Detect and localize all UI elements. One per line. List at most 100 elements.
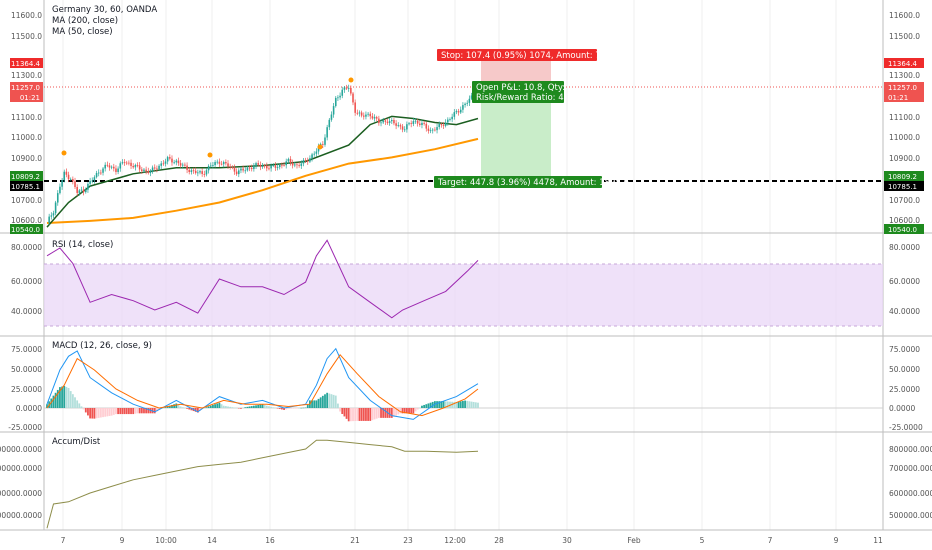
candle-body[interactable]: [367, 113, 369, 115]
candle-body[interactable]: [341, 89, 344, 96]
candle-body[interactable]: [138, 165, 141, 170]
candle-body[interactable]: [205, 170, 208, 175]
candle-body[interactable]: [87, 183, 89, 190]
ma200-legend[interactable]: MA (200, close): [52, 16, 118, 26]
candle-body[interactable]: [334, 97, 337, 107]
candle-body[interactable]: [246, 167, 249, 171]
accum-legend[interactable]: Accum/Dist: [52, 437, 101, 447]
candle-body[interactable]: [164, 161, 167, 164]
candle-body[interactable]: [84, 189, 87, 193]
candle-body[interactable]: [194, 170, 197, 174]
candle-body[interactable]: [130, 162, 132, 166]
candle-body[interactable]: [395, 123, 397, 126]
macd-signal-line[interactable]: [46, 353, 479, 417]
candle-body[interactable]: [378, 118, 380, 124]
candle-body[interactable]: [117, 168, 119, 172]
left-price-axis[interactable]: 11600.0 11500.0 11300.0 11100.0 11000.0 …: [0, 11, 42, 520]
accum-dist-line[interactable]: [46, 439, 479, 529]
candle-body[interactable]: [106, 164, 109, 166]
candle-body[interactable]: [225, 161, 227, 164]
candle-body[interactable]: [326, 127, 328, 138]
candle-body[interactable]: [289, 158, 292, 163]
candle-body[interactable]: [382, 120, 384, 123]
candle-body[interactable]: [332, 106, 335, 115]
candle-body[interactable]: [457, 111, 460, 113]
candle-body[interactable]: [76, 187, 78, 193]
candle-body[interactable]: [100, 172, 102, 174]
candle-body[interactable]: [386, 121, 389, 123]
candle-body[interactable]: [309, 158, 311, 162]
candle-body[interactable]: [233, 167, 236, 172]
candle-body[interactable]: [350, 87, 352, 94]
candle-body[interactable]: [343, 87, 346, 90]
candle-body[interactable]: [192, 170, 195, 172]
candle-body[interactable]: [240, 168, 242, 171]
candle-body[interactable]: [453, 112, 456, 117]
candle-body[interactable]: [347, 87, 350, 89]
candle-body[interactable]: [220, 163, 223, 165]
candle-body[interactable]: [263, 165, 266, 167]
candle-body[interactable]: [410, 123, 412, 125]
candle-body[interactable]: [48, 216, 50, 223]
candle-body[interactable]: [151, 167, 154, 172]
candle-body[interactable]: [337, 97, 339, 99]
candle-body[interactable]: [401, 126, 404, 130]
candle-body[interactable]: [188, 169, 191, 172]
candle-body[interactable]: [181, 164, 184, 166]
candle-body[interactable]: [412, 121, 415, 124]
macd-line[interactable]: [46, 347, 479, 420]
candle-body[interactable]: [113, 166, 115, 169]
candle-body[interactable]: [425, 123, 428, 129]
candle-body[interactable]: [339, 95, 341, 98]
candle-body[interactable]: [266, 165, 268, 169]
candle-body[interactable]: [160, 163, 163, 166]
candle-body[interactable]: [119, 163, 122, 169]
candle-body[interactable]: [442, 125, 445, 126]
candle-body[interactable]: [281, 164, 283, 166]
candle-body[interactable]: [356, 112, 359, 114]
candle-body[interactable]: [369, 113, 372, 117]
rsi-line[interactable]: [46, 239, 479, 319]
candle-body[interactable]: [65, 171, 68, 175]
candle-body[interactable]: [218, 161, 221, 164]
candle-body[interactable]: [259, 164, 262, 167]
candle-body[interactable]: [403, 129, 406, 131]
candle-body[interactable]: [384, 120, 387, 122]
candle-body[interactable]: [128, 162, 130, 164]
candle-body[interactable]: [414, 120, 417, 122]
candle-body[interactable]: [184, 164, 186, 166]
candle-body[interactable]: [141, 169, 143, 171]
candle-body[interactable]: [158, 165, 160, 170]
candlesticks[interactable]: [48, 84, 479, 225]
candle-body[interactable]: [156, 168, 158, 170]
candle-body[interactable]: [91, 180, 94, 182]
macd-histogram[interactable]: [46, 385, 479, 422]
candle-body[interactable]: [153, 167, 156, 169]
candle-body[interactable]: [216, 161, 219, 163]
candle-body[interactable]: [222, 161, 225, 165]
candle-body[interactable]: [110, 166, 113, 168]
candle-body[interactable]: [67, 174, 70, 180]
candle-body[interactable]: [95, 173, 98, 178]
candle-body[interactable]: [371, 116, 374, 119]
candle-body[interactable]: [421, 122, 423, 125]
candle-body[interactable]: [388, 121, 391, 123]
candle-body[interactable]: [162, 163, 165, 165]
candle-body[interactable]: [63, 171, 66, 181]
candle-body[interactable]: [203, 173, 206, 175]
candle-body[interactable]: [229, 166, 231, 168]
candle-body[interactable]: [391, 120, 393, 122]
candle-body[interactable]: [455, 111, 458, 113]
candle-body[interactable]: [278, 164, 281, 168]
candle-body[interactable]: [397, 125, 400, 126]
candle-body[interactable]: [173, 162, 175, 164]
candle-body[interactable]: [440, 124, 443, 126]
candle-body[interactable]: [272, 165, 275, 167]
candle-body[interactable]: [470, 95, 473, 99]
candle-body[interactable]: [56, 193, 59, 203]
candle-body[interactable]: [419, 123, 421, 125]
candle-body[interactable]: [227, 163, 229, 167]
candle-body[interactable]: [257, 163, 259, 165]
candle-body[interactable]: [444, 122, 447, 126]
candle-body[interactable]: [115, 168, 117, 172]
